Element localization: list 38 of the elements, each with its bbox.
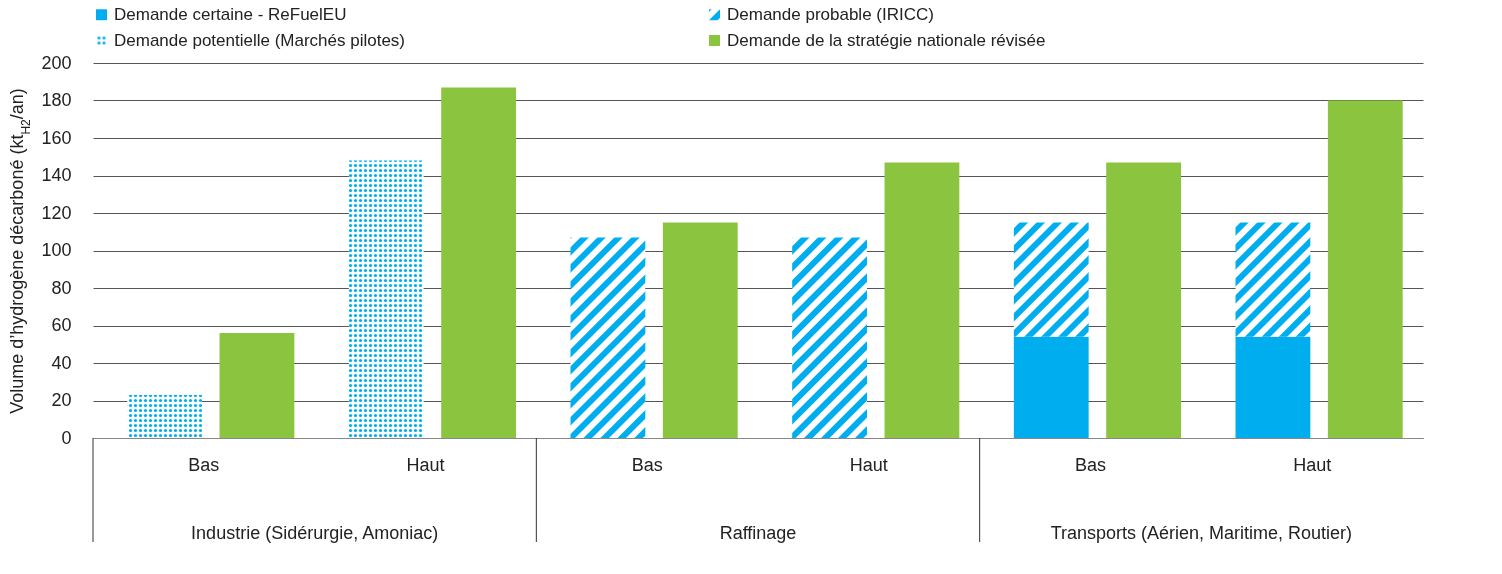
legend-label: Demande de la stratégie nationale révisée: [727, 30, 1046, 50]
y-tick-label: 200: [41, 52, 72, 73]
y-tick-label: 120: [41, 202, 72, 223]
bar: [1327, 100, 1403, 438]
legend-label: Demande certaine - ReFuelEU: [114, 4, 347, 24]
y-tick-label: 180: [41, 90, 72, 110]
bar: [1013, 222, 1089, 337]
bar: [1013, 336, 1089, 438]
bar: [441, 87, 517, 438]
x-tick-label: Haut: [406, 454, 445, 475]
bar: [127, 394, 202, 438]
bar: [1235, 336, 1311, 438]
bar: [792, 237, 867, 438]
text: Transports (Aérien, Maritime, Routier): [1050, 523, 1353, 543]
bar: [1235, 222, 1311, 337]
bar: [348, 160, 424, 438]
y-tick-label: 20: [51, 390, 72, 410]
bar: [219, 333, 295, 438]
y-tick-label: 40: [51, 352, 72, 373]
y-tick-label: 140: [41, 165, 72, 185]
bar: [1106, 162, 1182, 438]
bar: [570, 237, 646, 438]
y-tick-label: 80: [51, 277, 72, 298]
y-tick-label: 60: [51, 315, 72, 335]
x-tick-label: Bas: [1074, 454, 1107, 475]
x-tick-label: Bas: [631, 454, 663, 475]
text: Industrie (Sidérurgie, Amoniac): [191, 523, 439, 543]
y-tick-label: 0: [61, 427, 72, 448]
bar: [662, 222, 738, 438]
legend-label: Demande probable (IRICC): [727, 4, 934, 24]
bar: [884, 162, 960, 438]
legend-label: Demande potentielle (Marchés pilotes): [114, 30, 406, 50]
x-tick-label: Haut: [849, 454, 888, 475]
y-tick-label: 160: [41, 127, 72, 148]
y-tick-label: 100: [41, 240, 72, 260]
x-tick-label: Bas: [188, 454, 220, 475]
text: Raffinage: [719, 523, 797, 543]
x-tick-label: Haut: [1293, 454, 1332, 475]
